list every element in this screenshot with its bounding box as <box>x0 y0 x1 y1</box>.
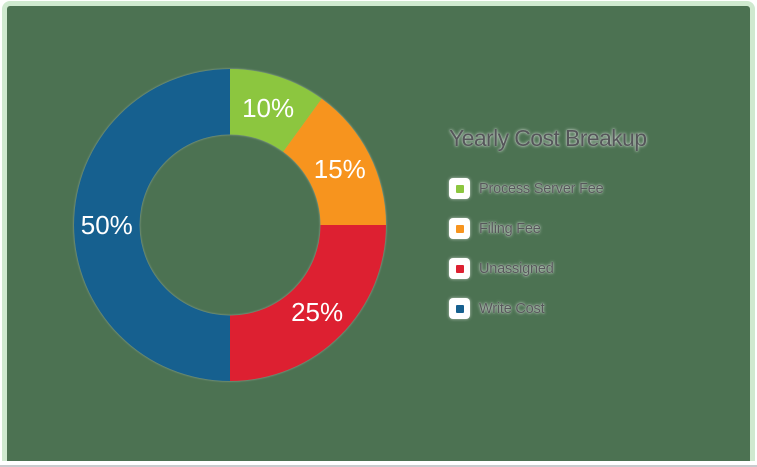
legend-item-label: Unassigned <box>479 260 554 277</box>
legend-swatch-color-2 <box>455 264 464 273</box>
donut-slice <box>230 225 386 381</box>
legend-item: Unassigned <box>449 258 729 279</box>
legend-swatch <box>449 218 470 239</box>
legend-item: Process Server Fee <box>449 178 729 199</box>
slice-percent-label: 25% <box>291 297 343 327</box>
donut-slice <box>283 98 386 225</box>
legend-item-label: Write Cost <box>479 300 545 317</box>
legend-swatch-color-1 <box>455 224 464 233</box>
page-bottom-border <box>0 465 757 467</box>
legend-item-label: Process Server Fee <box>479 180 604 197</box>
donut-slice <box>74 69 230 381</box>
legend-swatch <box>449 258 470 279</box>
legend-swatch <box>449 178 470 199</box>
chart-legend: Yearly Cost Breakup Process Server Fee F… <box>449 126 729 338</box>
slice-percent-label: 15% <box>314 154 366 184</box>
legend-swatch <box>449 298 470 319</box>
slice-percent-label: 50% <box>81 210 133 240</box>
legend-item-label: Filing Fee <box>479 220 541 237</box>
legend-items: Process Server Fee Filing Fee Unassigned… <box>449 178 729 319</box>
donut-slice <box>230 69 322 152</box>
legend-title: Yearly Cost Breakup <box>449 125 647 151</box>
legend-item: Filing Fee <box>449 218 729 239</box>
slice-percent-label: 10% <box>242 93 294 123</box>
legend-swatch-color-3 <box>455 304 464 313</box>
donut-chart: 10% 15% 25% 50% <box>74 69 386 381</box>
legend-swatch-color-0 <box>455 184 464 193</box>
legend-item: Write Cost <box>449 298 729 319</box>
